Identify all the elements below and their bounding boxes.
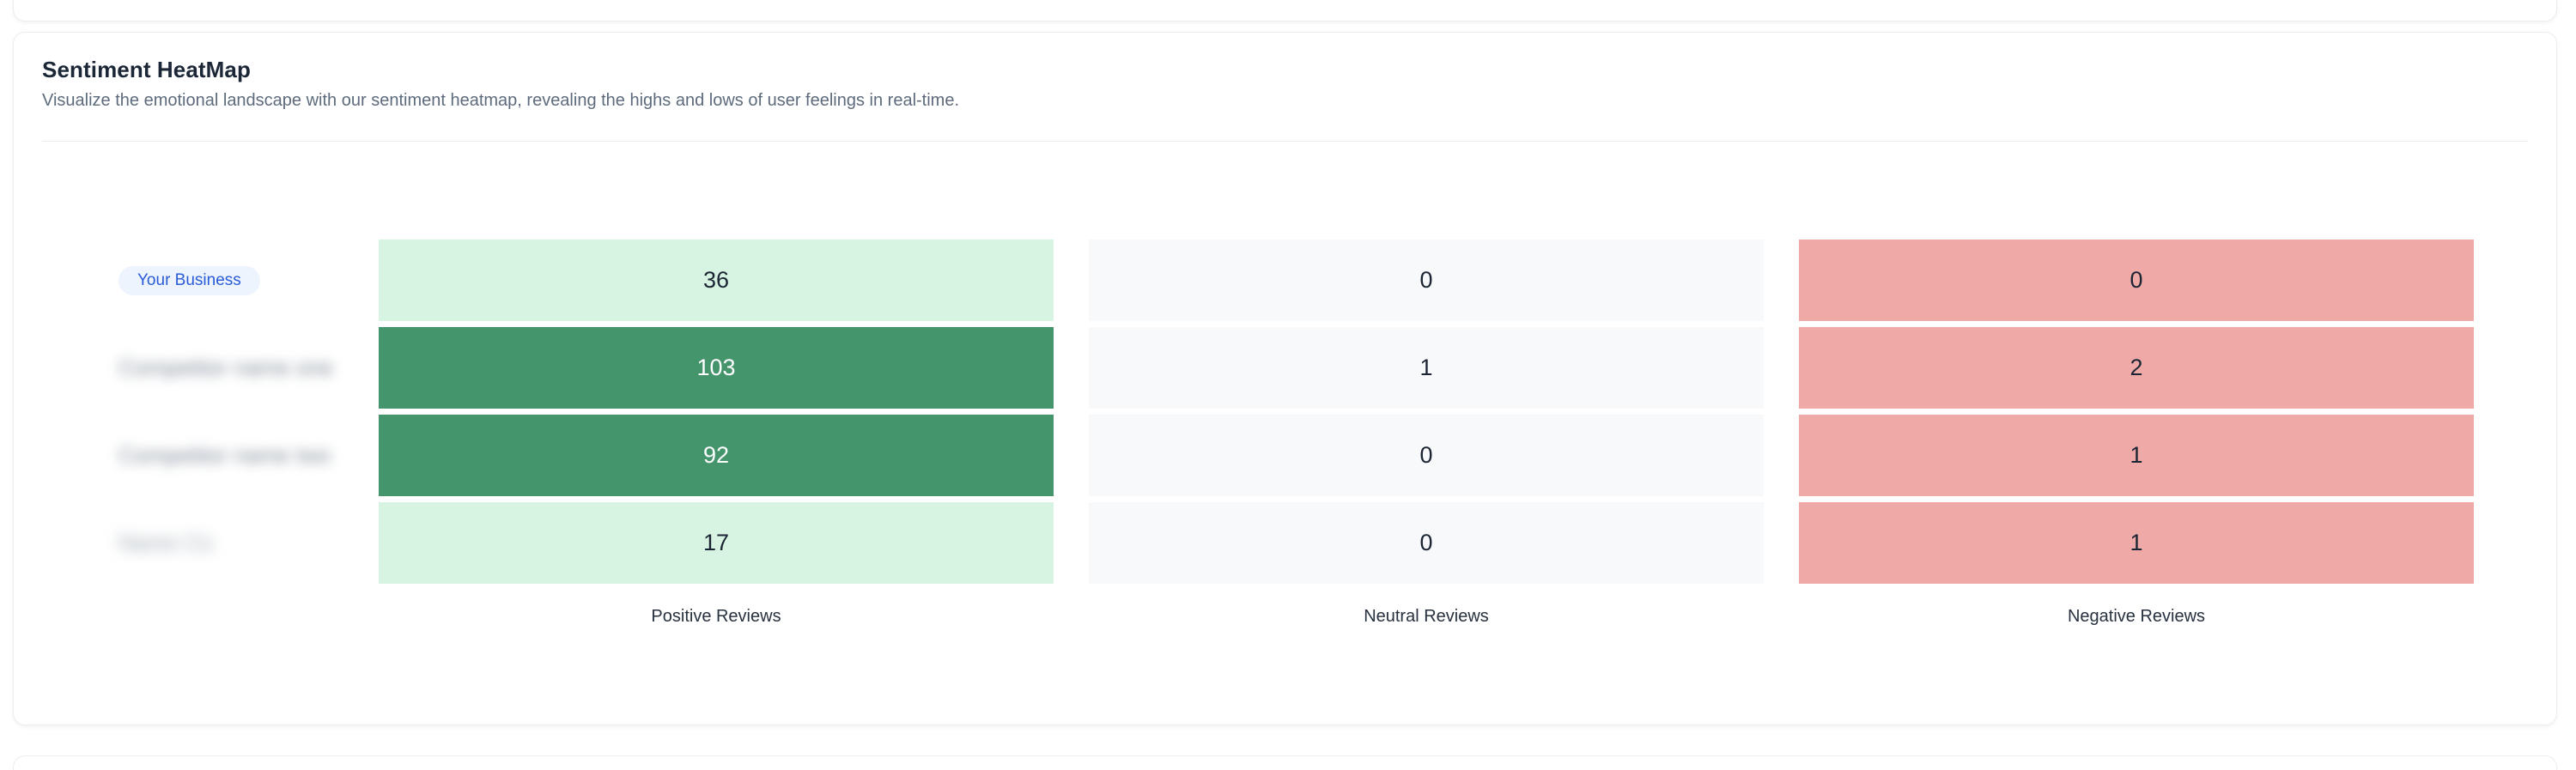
column-label-negative: Negative Reviews: [2067, 607, 2206, 626]
heatmap-cell-neutral: 1: [1089, 327, 1764, 409]
card-title: Sentiment HeatMap: [42, 57, 251, 82]
card-description: Visualize the emotional landscape with o…: [42, 91, 960, 110]
column-labels-row: Positive Reviews Neutral Reviews Negativ…: [57, 607, 2474, 627]
blurred-row-label: Competitor name one: [118, 355, 334, 380]
column-labels-spacer: [57, 607, 343, 627]
heatmap-cell-negative: 1: [1799, 415, 2474, 496]
heatmap-cell-neutral: 0: [1089, 239, 1764, 321]
next-card-edge: [13, 755, 2557, 770]
heatmap-cell-positive: 103: [379, 327, 1054, 409]
heatmap-grid: Your Business 36 0 0 Competitor name one…: [57, 239, 2474, 584]
heatmap-cell-positive: 17: [379, 502, 1054, 584]
heatmap-cell-positive: 92: [379, 415, 1054, 496]
previous-card-edge: [13, 0, 2557, 21]
heatmap-cell-neutral: 0: [1089, 415, 1764, 496]
your-business-badge: Your Business: [118, 265, 260, 295]
column-label-positive: Positive Reviews: [651, 607, 781, 626]
header-divider: [42, 141, 2528, 142]
row-label-competitor-2: Competitor name two: [57, 415, 343, 496]
heatmap-cell-negative: 2: [1799, 327, 2474, 409]
sentiment-heatmap: Your Business 36 0 0 Competitor name one…: [57, 239, 2474, 627]
heatmap-cell-negative: 1: [1799, 502, 2474, 584]
row-label-your-business: Your Business: [57, 239, 343, 321]
sentiment-heatmap-card: Sentiment HeatMap Visualize the emotiona…: [13, 32, 2557, 725]
row-label-competitor-1: Competitor name one: [57, 327, 343, 409]
heatmap-cell-negative: 0: [1799, 239, 2474, 321]
heatmap-cell-neutral: 0: [1089, 502, 1764, 584]
column-label-neutral: Neutral Reviews: [1364, 607, 1489, 626]
card-header: Sentiment HeatMap Visualize the emotiona…: [14, 33, 2556, 112]
blurred-row-label: Name Co: [118, 530, 213, 555]
blurred-row-label: Competitor name two: [118, 442, 331, 468]
heatmap-cell-positive: 36: [379, 239, 1054, 321]
row-label-competitor-3: Name Co: [57, 502, 343, 584]
